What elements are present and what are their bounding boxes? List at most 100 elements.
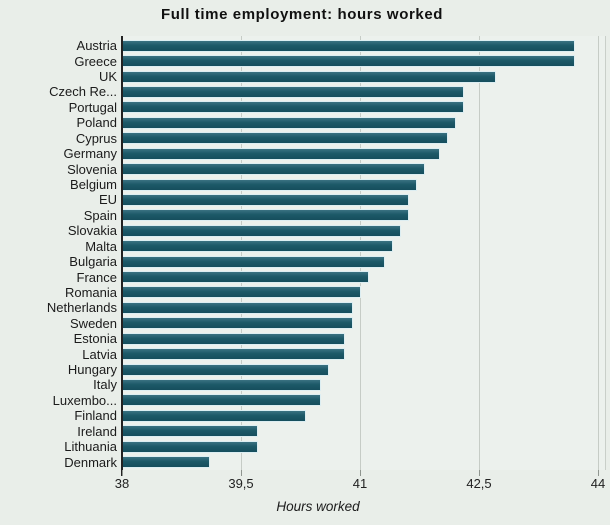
x-axis-title: Hours worked bbox=[276, 499, 360, 514]
bar bbox=[122, 164, 424, 175]
bar-track bbox=[122, 208, 598, 223]
bar bbox=[122, 179, 416, 190]
category-label: Estonia bbox=[73, 331, 117, 347]
category-label: Greece bbox=[74, 53, 117, 69]
category-label: UK bbox=[98, 69, 117, 85]
bar bbox=[122, 194, 408, 205]
x-tick-label: 38 bbox=[114, 476, 130, 491]
bar-track bbox=[122, 131, 598, 146]
bar-track bbox=[122, 38, 598, 53]
bar-row: Spain bbox=[0, 208, 610, 223]
category-label: Hungary bbox=[67, 362, 117, 378]
bar-row: Estonia bbox=[0, 331, 610, 346]
bar-row: Belgium bbox=[0, 177, 610, 192]
category-label: Italy bbox=[93, 377, 117, 393]
bar bbox=[122, 241, 392, 252]
bar-track bbox=[122, 100, 598, 115]
bar bbox=[122, 333, 345, 344]
bar-row: Cyprus bbox=[0, 131, 610, 146]
bar-row: UK bbox=[0, 69, 610, 84]
bar-row: Romania bbox=[0, 285, 610, 300]
category-label: Belgium bbox=[70, 177, 117, 192]
category-label: Ireland bbox=[77, 423, 117, 439]
bar-row: Luxembo... bbox=[0, 393, 610, 408]
bar-track bbox=[122, 53, 598, 68]
bar bbox=[122, 102, 464, 113]
bar-track bbox=[122, 439, 598, 454]
x-tick-label: 41 bbox=[352, 476, 368, 491]
chart-title: Full time employment: hours worked bbox=[160, 6, 444, 23]
bar-track bbox=[122, 146, 598, 161]
bar bbox=[122, 302, 353, 313]
bar bbox=[122, 256, 384, 267]
bar-row: Poland bbox=[0, 115, 610, 130]
bar bbox=[122, 318, 353, 329]
bar-row: Hungary bbox=[0, 362, 610, 377]
bar bbox=[122, 457, 210, 468]
category-label: Poland bbox=[76, 115, 117, 131]
bar bbox=[122, 225, 400, 236]
category-label: EU bbox=[98, 192, 117, 208]
bar-row: Lithuania bbox=[0, 439, 610, 454]
bar-row: Greece bbox=[0, 53, 610, 68]
bar bbox=[122, 40, 575, 51]
bar-track bbox=[122, 393, 598, 408]
category-label: Malta bbox=[85, 238, 117, 254]
bar bbox=[122, 148, 440, 159]
bar bbox=[122, 71, 495, 82]
bar bbox=[122, 86, 464, 97]
gridlines bbox=[122, 36, 605, 470]
bar-track bbox=[122, 84, 598, 99]
bar-track bbox=[122, 254, 598, 269]
bar-row: Ireland bbox=[0, 424, 610, 439]
bar-row: Malta bbox=[0, 238, 610, 253]
category-label: Luxembo... bbox=[52, 392, 117, 408]
gridline-42,5 bbox=[479, 36, 480, 470]
category-label: Bulgaria bbox=[69, 254, 117, 270]
bar-row: Finland bbox=[0, 408, 610, 423]
category-label: Slovenia bbox=[67, 161, 117, 177]
category-label: Slovakia bbox=[67, 223, 117, 239]
category-label: Portugal bbox=[68, 99, 117, 115]
category-label: Cyprus bbox=[75, 130, 117, 146]
category-label: Finland bbox=[74, 408, 117, 424]
bar-row: Portugal bbox=[0, 100, 610, 115]
category-label: Netherlands bbox=[46, 300, 117, 316]
x-tick-label: 42,5 bbox=[466, 476, 492, 491]
bar-track bbox=[122, 192, 598, 207]
bar-track bbox=[122, 377, 598, 392]
bar bbox=[122, 441, 257, 452]
bar bbox=[122, 56, 575, 67]
category-label: Sweden bbox=[70, 315, 117, 331]
bar-track bbox=[122, 238, 598, 253]
bar-track bbox=[122, 454, 598, 469]
bar-track bbox=[122, 408, 598, 423]
bar-track bbox=[122, 223, 598, 238]
x-tick-mark bbox=[360, 470, 361, 476]
bar-track bbox=[122, 300, 598, 315]
bar-row: Slovenia bbox=[0, 161, 610, 176]
bar-track bbox=[122, 161, 598, 176]
category-label: Czech Re... bbox=[49, 84, 117, 100]
bar bbox=[122, 133, 448, 144]
bar bbox=[122, 379, 321, 390]
gridline-44 bbox=[598, 36, 599, 470]
y-axis-line bbox=[121, 36, 123, 476]
bar-track bbox=[122, 177, 598, 192]
bar-row: Germany bbox=[0, 146, 610, 161]
bar-row: France bbox=[0, 269, 610, 284]
bar bbox=[122, 426, 257, 437]
bar-track bbox=[122, 424, 598, 439]
category-label: Denmark bbox=[64, 454, 117, 470]
bar-track bbox=[122, 362, 598, 377]
bar bbox=[122, 349, 345, 360]
x-tick-mark bbox=[122, 470, 123, 476]
bar-row: Slovakia bbox=[0, 223, 610, 238]
x-tick-label: 39,5 bbox=[228, 476, 254, 491]
bar-track bbox=[122, 269, 598, 284]
bar bbox=[122, 395, 321, 406]
bar bbox=[122, 210, 408, 221]
category-label: Spain bbox=[83, 207, 117, 223]
bar-row: Austria bbox=[0, 38, 610, 53]
